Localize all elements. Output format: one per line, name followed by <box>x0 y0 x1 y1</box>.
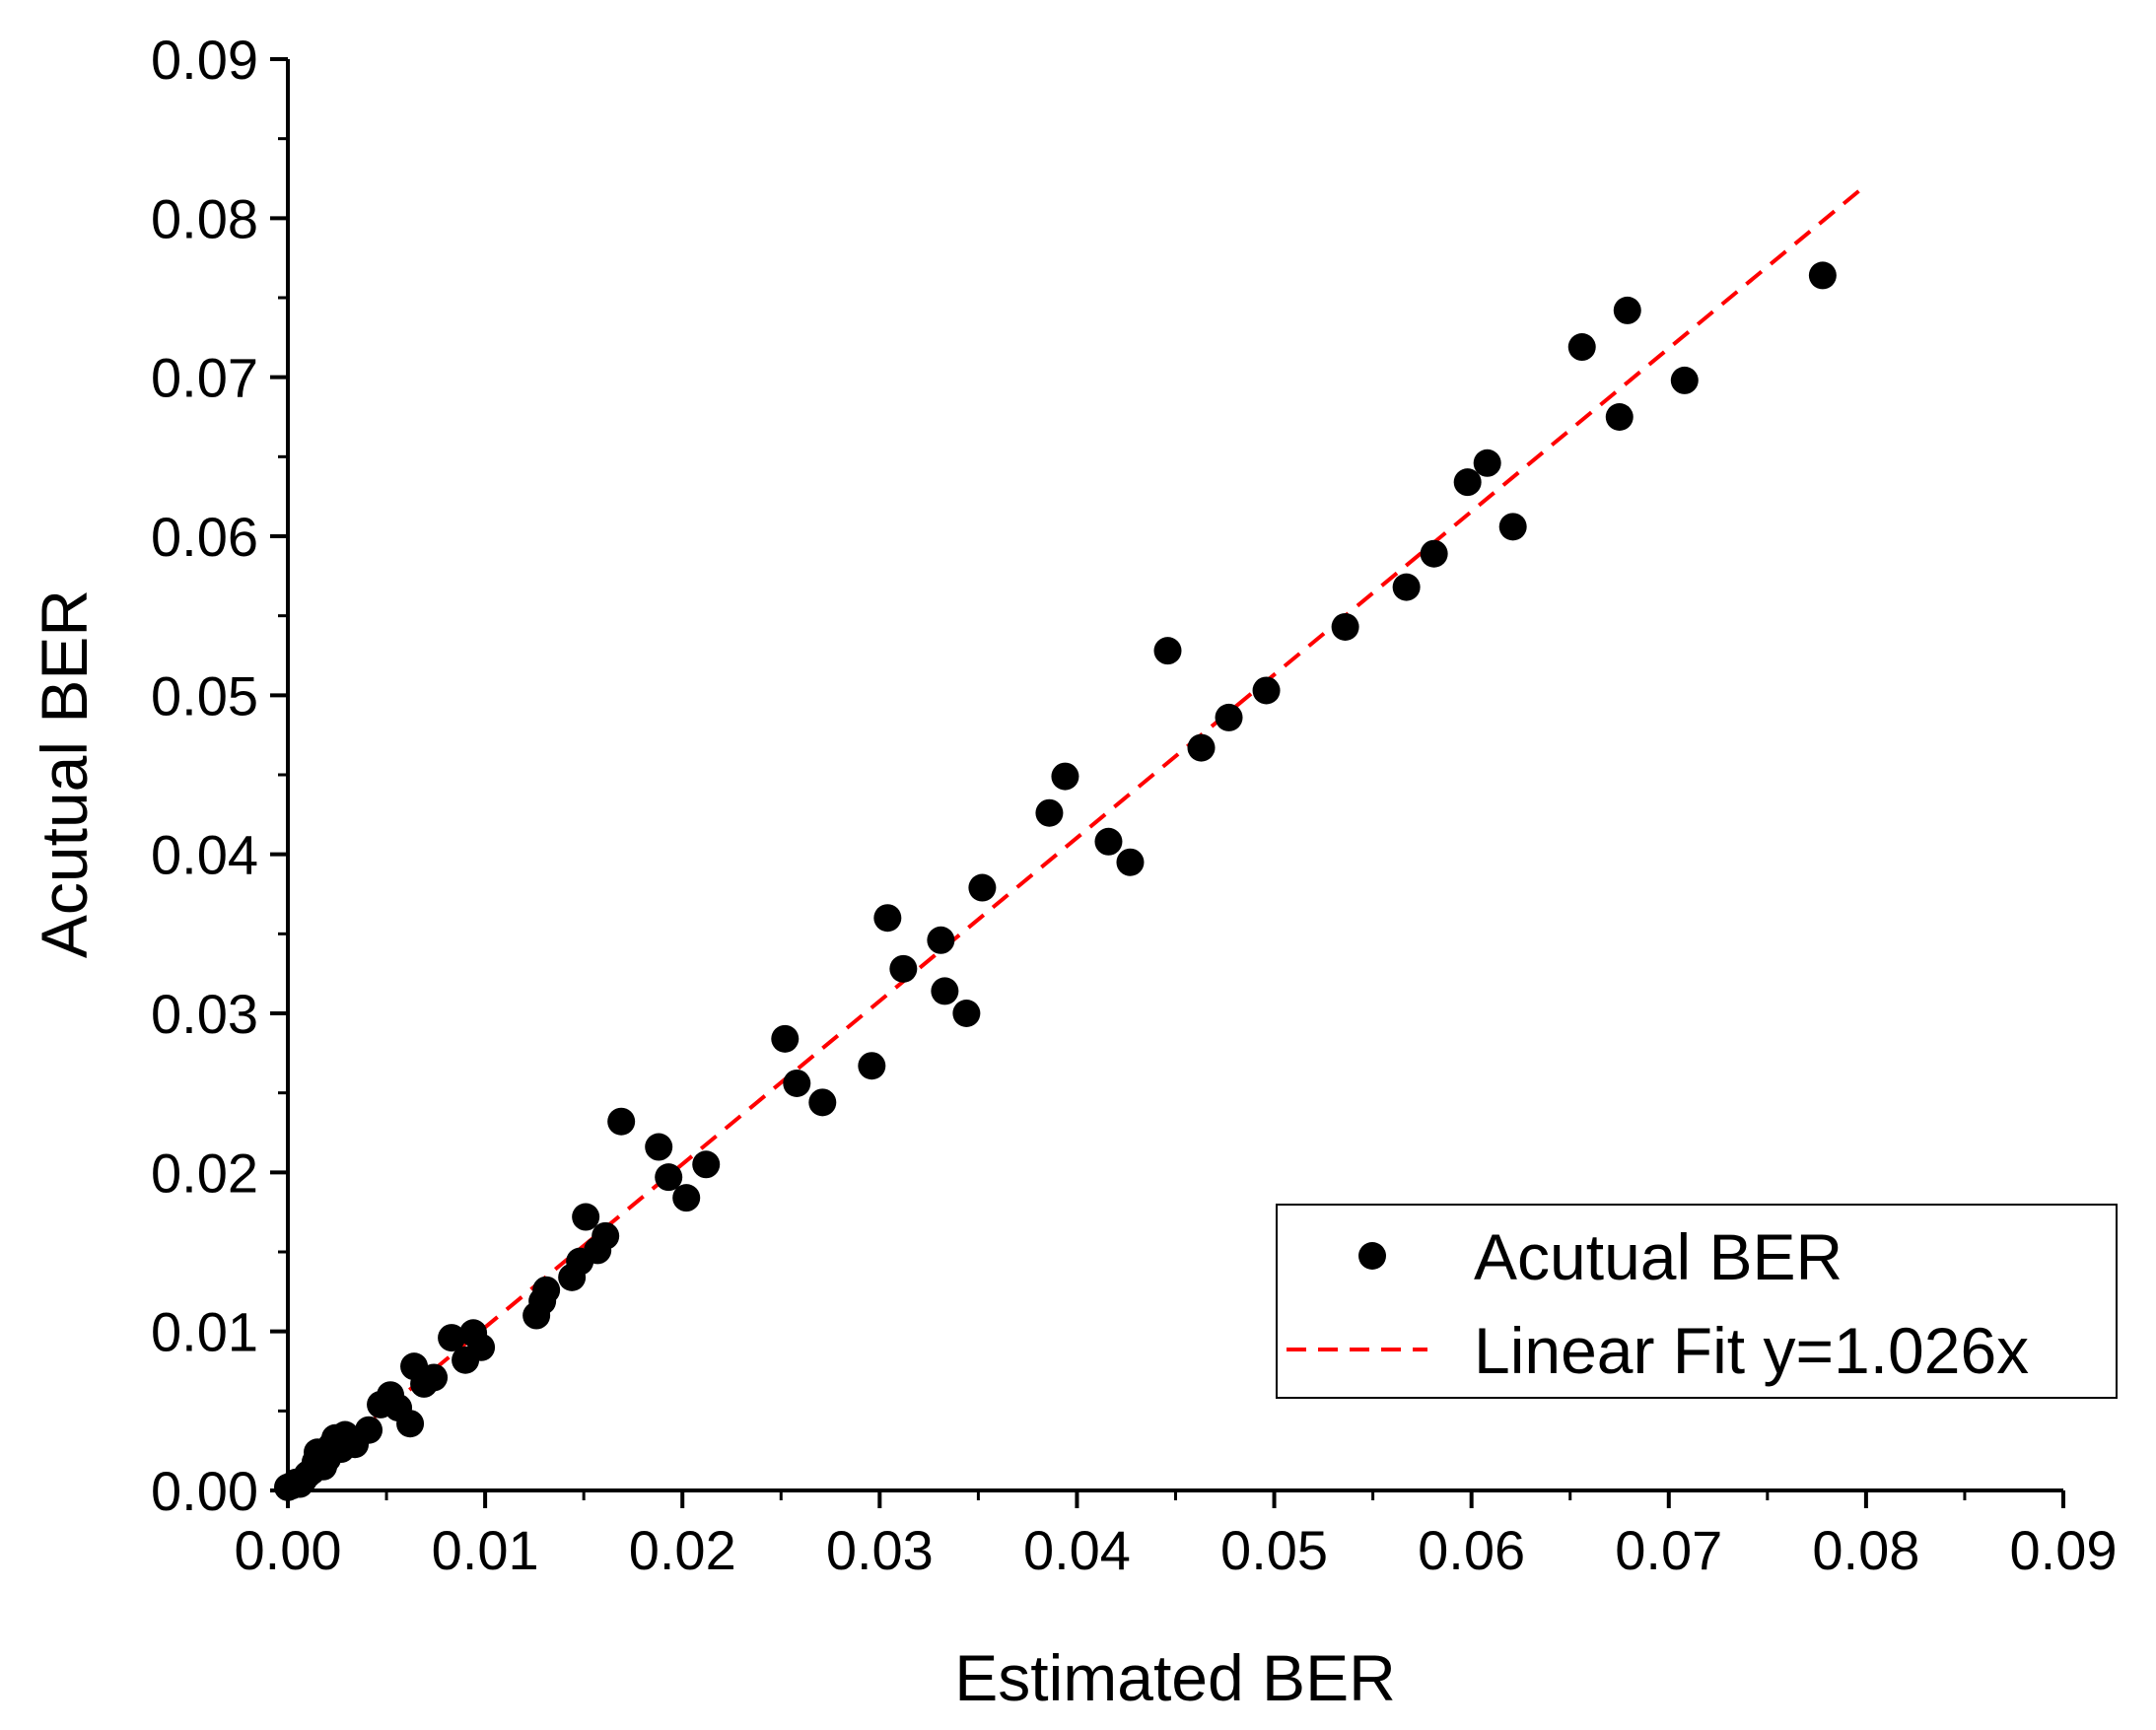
data-point <box>1331 612 1359 641</box>
y-tick-label: 0.00 <box>151 1460 258 1522</box>
data-point <box>889 954 918 983</box>
data-point <box>607 1107 636 1136</box>
data-point <box>692 1150 721 1179</box>
data-point <box>672 1184 701 1212</box>
data-point <box>927 926 955 954</box>
x-tick-label: 0.03 <box>826 1519 934 1581</box>
data-point <box>1808 261 1837 290</box>
x-tick-label: 0.07 <box>1615 1519 1722 1581</box>
fit-layer <box>286 183 1868 1492</box>
data-point <box>1035 798 1064 827</box>
data-point <box>420 1363 449 1392</box>
x-tick-label: 0.00 <box>235 1519 342 1581</box>
data-point <box>1453 468 1482 497</box>
data-point <box>438 1324 466 1352</box>
data-point <box>1116 848 1145 876</box>
x-tick-label: 0.09 <box>2010 1519 2118 1581</box>
data-point <box>1187 733 1216 762</box>
points-layer <box>274 261 1837 1501</box>
data-point <box>952 1000 981 1027</box>
x-tick-label: 0.01 <box>432 1519 539 1581</box>
data-point <box>655 1163 683 1192</box>
data-point <box>1153 637 1182 665</box>
data-point <box>1605 403 1634 431</box>
data-point <box>968 873 997 902</box>
x-tick-label: 0.06 <box>1418 1519 1525 1581</box>
data-point <box>1613 296 1641 324</box>
legend: Acutual BER Linear Fit y=1.026x <box>1276 1204 2118 1399</box>
data-point <box>591 1221 620 1250</box>
x-axis-title: Estimated BER <box>954 1641 1396 1714</box>
y-tick-label: 0.05 <box>151 664 258 727</box>
data-point <box>858 1052 886 1080</box>
y-tick-label: 0.07 <box>151 347 258 409</box>
data-point <box>645 1133 673 1161</box>
x-tick-label: 0.08 <box>1812 1519 1919 1581</box>
data-point <box>532 1276 561 1304</box>
data-point <box>1498 513 1527 541</box>
x-tick-label: 0.02 <box>629 1519 736 1581</box>
y-tick-label: 0.08 <box>151 187 258 249</box>
data-point <box>1567 333 1596 362</box>
y-ticks: 0.00 0.01 0.02 0.03 0.04 0.05 0.06 0.07 0.08 0.09 <box>151 29 288 1522</box>
data-point <box>467 1333 496 1361</box>
x-tick-label: 0.04 <box>1023 1519 1131 1581</box>
data-point <box>1215 703 1243 731</box>
data-point <box>355 1416 383 1444</box>
legend-label-scatter: Acutual BER <box>1474 1220 1843 1293</box>
data-point <box>572 1203 600 1231</box>
x-ticks: 0.00 0.01 0.02 0.03 0.04 0.05 0.06 0.07 0.08 0.09 <box>235 1490 2118 1581</box>
y-tick-label: 0.03 <box>151 983 258 1045</box>
legend-box <box>1276 1204 2118 1399</box>
y-tick-label: 0.04 <box>151 824 258 886</box>
fit-line <box>286 183 1868 1492</box>
y-tick-label: 0.01 <box>151 1301 258 1363</box>
data-point <box>1051 762 1079 791</box>
y-tick-label: 0.06 <box>151 506 258 568</box>
y-tick-label: 0.09 <box>151 29 258 91</box>
legend-marker-scatter <box>1358 1242 1386 1270</box>
y-axis-title: Acutual BER <box>28 589 101 958</box>
data-point <box>396 1410 425 1438</box>
data-point <box>771 1024 800 1053</box>
y-tick-label: 0.02 <box>151 1142 258 1204</box>
x-tick-label: 0.05 <box>1220 1519 1328 1581</box>
data-point <box>873 904 902 933</box>
data-point <box>931 977 959 1005</box>
data-point <box>1252 676 1281 705</box>
data-point <box>1392 573 1421 601</box>
data-point <box>1420 539 1448 568</box>
data-point <box>808 1088 837 1117</box>
data-point <box>1094 827 1123 856</box>
data-point <box>1670 366 1699 394</box>
legend-label-fit: Linear Fit y=1.026x <box>1474 1314 2029 1387</box>
data-point <box>1473 449 1501 477</box>
data-point <box>783 1069 811 1097</box>
